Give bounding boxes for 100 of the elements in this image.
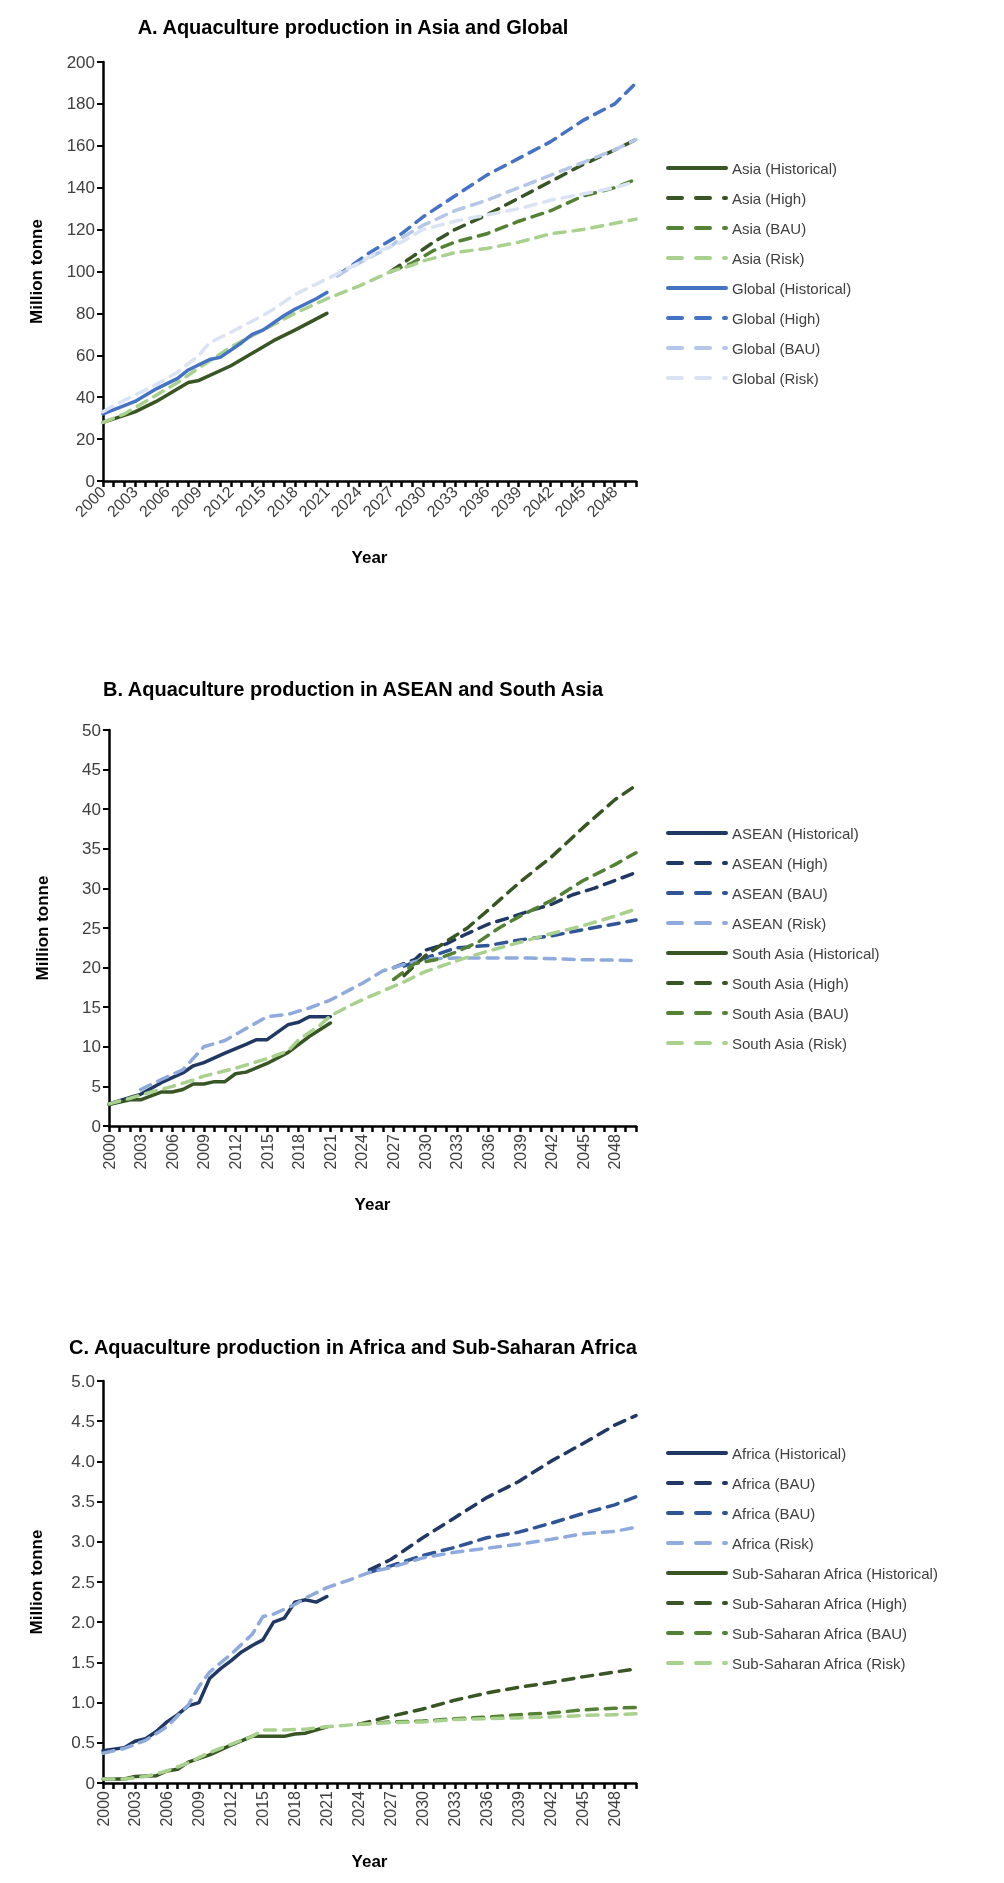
x-tick-label: 2024: [353, 1133, 371, 1170]
legend-label: Global (BAU): [732, 339, 821, 357]
x-tick-label: 2039: [511, 1133, 529, 1170]
x-tick-label: 2036: [479, 1133, 497, 1170]
y-tick-label: 60: [76, 345, 95, 365]
legend-label: South Asia (Historical): [732, 944, 880, 962]
legend-label: ASEAN (High): [732, 854, 828, 872]
y-axis-title: Million tonne: [27, 219, 46, 324]
legend-label: ASEAN (Risk): [732, 914, 827, 932]
legend-label: Asia (High): [732, 189, 807, 207]
legend-label: Sub-Saharan Africa (BAU): [732, 1624, 908, 1642]
x-tick-label: 2024: [350, 1790, 368, 1827]
y-tick-label: 10: [82, 1037, 101, 1057]
legend-label: South Asia (Risk): [732, 1034, 848, 1052]
y-tick-label: 2.0: [71, 1612, 95, 1632]
x-tick-label: 2006: [163, 1133, 181, 1170]
y-axis-title: Million tonne: [33, 875, 52, 981]
y-tick-label: 0: [91, 1116, 101, 1136]
legend-label: Sub-Saharan Africa (High): [732, 1594, 908, 1612]
legend-label: South Asia (High): [732, 974, 849, 992]
x-axis-title: Year: [354, 1195, 391, 1214]
x-tick-label: 2030: [416, 1133, 434, 1170]
y-tick-label: 140: [66, 178, 95, 198]
y-tick-label: 120: [66, 220, 95, 240]
y-tick-label: 40: [82, 799, 101, 819]
x-tick-label: 2042: [542, 1790, 560, 1827]
x-tick-label: 2006: [158, 1790, 176, 1827]
legend-label: Africa (Historical): [732, 1444, 847, 1462]
x-tick-label: 2012: [222, 1790, 240, 1827]
y-tick-label: 1.0: [71, 1693, 95, 1713]
chart-title: A. Aquaculture production in Asia and Global: [137, 16, 569, 38]
x-tick-label: 2021: [318, 1790, 336, 1827]
y-axis-title: Million tonne: [27, 1529, 46, 1635]
x-tick-label: 2048: [606, 1133, 624, 1170]
legend-label: Global (Risk): [732, 369, 819, 387]
y-tick-label: 2.5: [71, 1572, 95, 1592]
x-tick-label: 2009: [190, 1790, 208, 1827]
legend-label: Africa (BAU): [732, 1474, 816, 1492]
x-tick-label: 2042: [543, 1133, 561, 1170]
y-tick-label: 45: [82, 760, 101, 780]
y-tick-label: 160: [66, 136, 95, 156]
y-tick-label: 0: [85, 1773, 95, 1793]
y-tick-label: 4.5: [71, 1411, 95, 1431]
x-tick-label: 2036: [478, 1790, 496, 1827]
y-tick-label: 40: [76, 387, 95, 407]
y-tick-label: 0.5: [71, 1733, 95, 1753]
y-tick-label: 50: [82, 720, 101, 740]
legend-label: ASEAN (Historical): [732, 824, 859, 842]
y-tick-label: 1.5: [71, 1652, 95, 1672]
y-tick-label: 20: [82, 958, 101, 978]
x-tick-label: 2009: [195, 1133, 213, 1170]
legend-label: Africa (BAU): [732, 1504, 816, 1522]
legend-label: South Asia (BAU): [732, 1004, 849, 1022]
x-tick-label: 2045: [574, 1790, 592, 1827]
x-tick-label: 2003: [132, 1133, 150, 1170]
x-tick-label: 2012: [226, 1133, 244, 1170]
legend-label: Asia (BAU): [732, 219, 807, 237]
y-tick-label: 200: [66, 52, 95, 72]
chart-title: C. Aquaculture production in Africa and Sub-Saharan Africa: [69, 1336, 638, 1358]
x-tick-label: 2033: [448, 1133, 466, 1170]
x-tick-label: 2018: [286, 1790, 304, 1827]
y-tick-label: 0: [85, 471, 95, 491]
x-tick-label: 2018: [290, 1133, 308, 1170]
x-axis-title: Year: [351, 1852, 388, 1871]
y-tick-label: 5: [91, 1076, 101, 1096]
y-tick-label: 15: [82, 997, 101, 1017]
x-tick-label: 2021: [321, 1133, 339, 1170]
y-tick-label: 3.0: [71, 1532, 95, 1552]
legend-label: ASEAN (BAU): [732, 884, 828, 902]
legend-label: Sub-Saharan Africa (Historical): [732, 1564, 938, 1582]
legend-label: Global (Historical): [732, 279, 852, 297]
x-tick-label: 2039: [510, 1790, 528, 1827]
y-tick-label: 35: [82, 839, 101, 859]
x-tick-label: 2048: [606, 1790, 624, 1827]
legend-label: Africa (Risk): [732, 1534, 814, 1552]
y-tick-label: 100: [66, 262, 95, 281]
legend-label: Asia (Risk): [732, 249, 805, 267]
x-tick-label: 2027: [382, 1790, 400, 1827]
legend-label: Sub-Saharan Africa (Risk): [732, 1654, 906, 1672]
x-tick-label: 2015: [254, 1790, 272, 1827]
x-tick-label: 2033: [446, 1790, 464, 1827]
x-tick-label: 2045: [574, 1133, 592, 1170]
y-tick-label: 3.5: [71, 1492, 95, 1512]
x-tick-label: 2027: [385, 1133, 403, 1170]
x-tick-label: 2000: [94, 1790, 112, 1827]
legend-label: Asia (Historical): [732, 159, 838, 177]
y-tick-label: 25: [82, 918, 101, 938]
y-tick-label: 30: [82, 878, 101, 898]
chart-title: B. Aquaculture production in ASEAN and South Asia: [102, 678, 604, 700]
legend-label: Global (High): [732, 309, 821, 327]
y-tick-label: 180: [66, 94, 95, 114]
x-axis-title: Year: [351, 548, 388, 567]
x-tick-label: 2000: [100, 1133, 118, 1170]
y-tick-label: 5.0: [71, 1371, 95, 1391]
x-tick-label: 2015: [258, 1133, 276, 1170]
y-tick-label: 4.0: [71, 1451, 95, 1471]
x-tick-label: 2003: [126, 1790, 144, 1827]
y-tick-label: 20: [76, 429, 95, 449]
x-tick-label: 2030: [414, 1790, 432, 1827]
y-tick-label: 80: [76, 303, 95, 323]
